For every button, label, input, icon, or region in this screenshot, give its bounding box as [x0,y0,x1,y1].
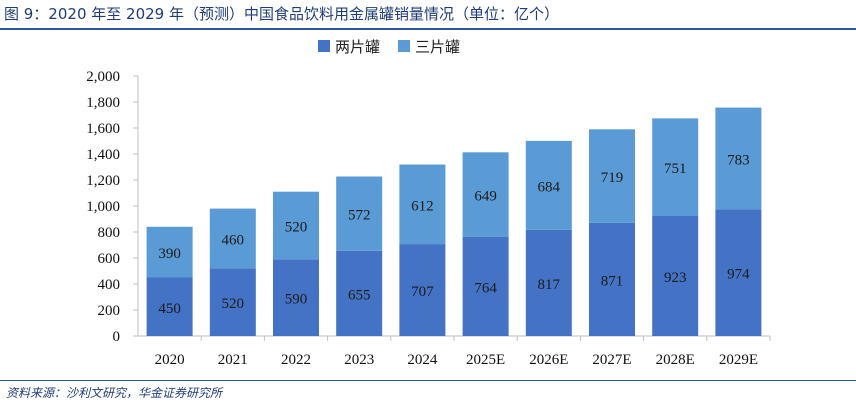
data-label-series-2: 572 [348,208,371,224]
x-tick-label: 2024 [407,352,438,368]
x-tick-label: 2021 [218,352,248,368]
bar-segment-series-2 [715,107,762,210]
data-label-series-2: 520 [285,220,308,236]
data-label-series-1: 655 [348,287,371,303]
bar-segment-series-1 [146,277,193,336]
legend-label-series-2: 三片罐 [415,37,461,56]
bar-segment-series-1 [715,209,762,336]
x-tick-label: 2025E [466,352,505,368]
bar-segment-series-2 [146,226,193,278]
y-tick-label: 600 [98,251,121,267]
legend-label-series-1: 两片罐 [335,37,381,56]
bar-segment-series-2 [462,152,509,237]
data-label-series-2: 684 [538,179,561,195]
bar-segment-series-1 [273,259,319,336]
bar-segment-series-2 [525,140,572,230]
y-tick-label: 1,600 [86,121,120,137]
x-tick-label: 2023 [344,352,374,368]
data-label-series-2: 390 [158,246,181,262]
y-tick-label: 800 [98,225,121,241]
bar-segment-series-1 [336,250,383,336]
x-tick-label: 2020 [155,352,185,368]
bar-segment-series-2 [209,208,256,269]
data-label-series-1: 520 [222,296,245,312]
bar-segment-series-1 [589,222,635,336]
legend-swatch-series-1 [318,40,330,52]
bar-segment-series-1 [652,216,699,336]
bar-segment-series-1 [525,229,572,336]
y-tick-label: 400 [98,277,121,293]
x-tick-label: 2028E [656,352,695,368]
data-label-series-1: 707 [411,284,434,300]
data-label-series-2: 649 [474,188,497,204]
bar-segment-series-2 [273,191,319,260]
x-tick-label: 2029E [719,352,758,368]
title-bar: 图 9：2020 年至 2029 年（预测）中国食品饮料用金属罐销量情况（单位：… [0,0,856,30]
bar-segment-series-2 [336,176,383,251]
bar-segment-series-1 [209,268,256,336]
data-label-series-1: 590 [285,292,308,308]
data-label-series-2: 751 [664,161,687,177]
data-label-series-1: 764 [474,280,497,296]
bar-segment-series-1 [399,244,446,336]
y-tick-label: 0 [113,329,121,345]
data-label-series-1: 871 [601,273,624,289]
data-label-series-2: 612 [411,198,434,214]
stacked-bar-chart: 0 200 400 600 800 1,000 1,200 1,400 1,600 1,800 2,… [86,69,771,368]
data-label-series-2: 719 [601,170,624,186]
y-tick-label: 2,000 [86,69,120,85]
data-label-series-2: 460 [222,233,245,249]
bar-segment-series-1 [462,236,509,336]
bar-segment-series-2 [589,129,635,223]
y-tick-label: 1,200 [86,173,120,189]
bar-segment-series-2 [652,118,699,217]
data-label-series-1: 974 [727,267,750,283]
x-tick-label: 2027E [592,352,631,368]
data-label-series-1: 923 [664,270,687,286]
data-label-series-2: 783 [727,152,750,168]
y-tick-label: 1,000 [86,199,120,215]
source-note: 资料来源：沙利文研究，华金证券研究所 [6,386,223,400]
chart-title: 图 9：2020 年至 2029 年（预测）中国食品饮料用金属罐销量情况（单位：… [4,5,559,23]
legend-item-series-1: 两片罐 [318,36,380,57]
y-tick-label: 1,800 [86,95,120,111]
x-tick-label: 2022 [281,352,311,368]
data-label-series-1: 450 [158,301,181,317]
y-tick-label: 200 [98,303,121,319]
legend: 两片罐 三片罐 [318,36,478,56]
x-tick-label: 2026E [529,352,568,368]
footer-rule [0,380,856,381]
data-label-series-1: 817 [538,277,561,293]
y-tick-label: 1,400 [86,147,120,163]
bar-segment-series-2 [399,164,446,245]
legend-item-series-2: 三片罐 [398,36,460,57]
legend-swatch-series-2 [398,40,411,52]
